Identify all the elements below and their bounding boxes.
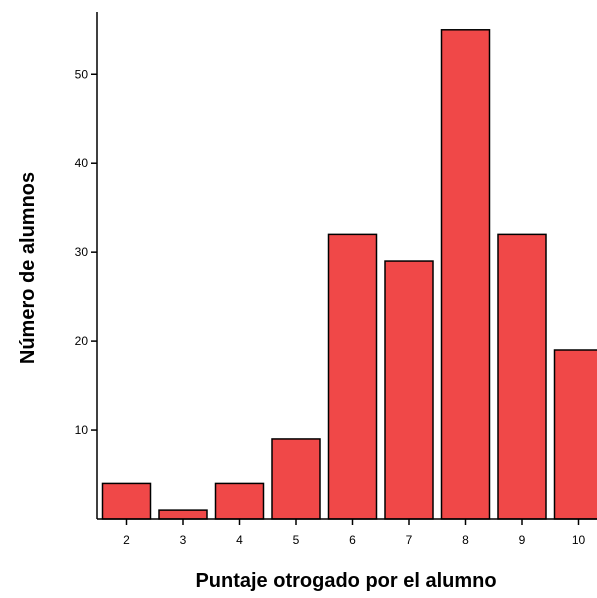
bars	[101, 29, 597, 520]
bar-7	[384, 260, 434, 520]
x-tick-label-9: 9	[519, 533, 526, 547]
x-tick-label-8: 8	[462, 533, 469, 547]
x-tick-label-5: 5	[293, 533, 300, 547]
bar-3	[158, 509, 208, 520]
bar-2	[101, 482, 152, 520]
y-tick-label-20: 20	[75, 334, 89, 348]
x-tick-label-6: 6	[349, 533, 356, 547]
x-tick-label-7: 7	[406, 533, 413, 547]
bar-4	[214, 482, 265, 520]
bar-6	[327, 233, 378, 520]
y-ticks: 10 20 30 40 50	[75, 67, 97, 437]
y-tick-label-10: 10	[75, 423, 89, 437]
x-axis-title: Puntaje otrogado por el alumno	[195, 570, 496, 592]
y-tick-label-40: 40	[75, 156, 89, 170]
bar-5	[271, 438, 321, 520]
x-tick-label-3: 3	[180, 533, 187, 547]
x-tick-label-4: 4	[236, 533, 243, 547]
bar-9	[497, 233, 547, 520]
axes	[96, 12, 597, 520]
bar-8	[440, 29, 491, 520]
bar-10	[553, 349, 597, 520]
x-tick-label-2: 2	[123, 533, 130, 547]
x-tick-label-10: 10	[572, 533, 586, 547]
y-axis-title: Número de alumnos	[17, 172, 39, 364]
x-ticks: 2 3 4 5 6 7 8 9 10	[123, 519, 585, 547]
y-tick-label-50: 50	[75, 67, 89, 81]
y-tick-label-30: 30	[75, 245, 89, 259]
